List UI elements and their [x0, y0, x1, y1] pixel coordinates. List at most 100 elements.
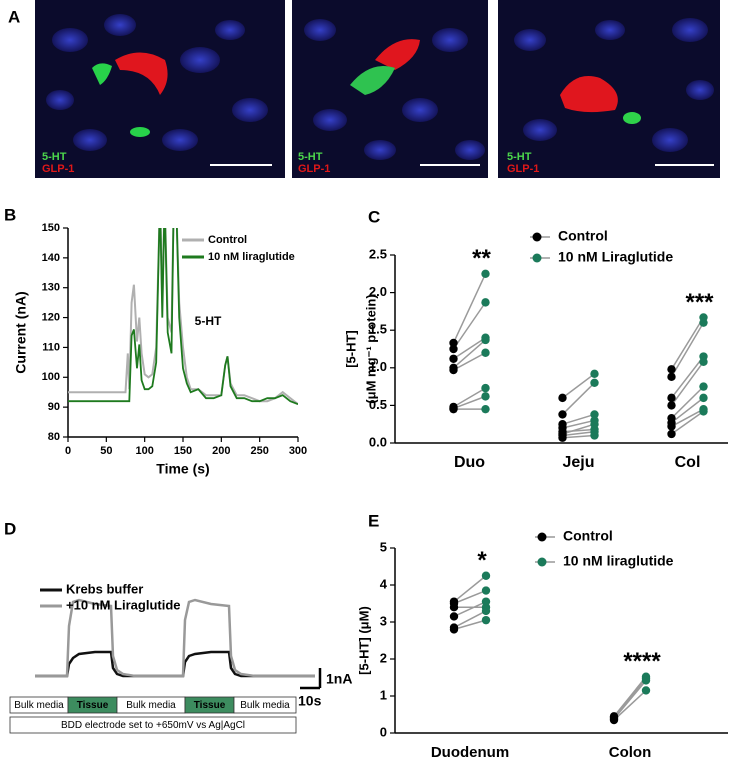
y-tick-label: 3: [380, 613, 387, 628]
dot: [590, 369, 599, 379]
pair-line: [670, 322, 705, 378]
pair-line: [453, 575, 487, 603]
dot: [449, 354, 458, 363]
pair-line: [671, 408, 704, 428]
pair-line: [453, 387, 486, 408]
y-axis-label: [5-HT] (μM): [356, 606, 371, 675]
legend-label: Control: [558, 228, 608, 244]
y-tick-label: 5: [380, 539, 387, 554]
legend-label: Control: [563, 528, 613, 544]
y-tick-label: 1: [380, 687, 387, 702]
y-tick-label: 1.5: [369, 322, 387, 337]
legend-label: 10 nM liraglutide: [208, 251, 295, 263]
significance: ***: [685, 289, 714, 316]
x-tick-label: 300: [289, 445, 307, 457]
image-label: GLP-1: [42, 163, 74, 175]
dot: [667, 429, 676, 439]
y-axis-label: Current (nA): [13, 291, 29, 373]
dot: [609, 715, 619, 725]
y-tick-label: 100: [42, 371, 60, 383]
dot: [481, 586, 491, 595]
dot: [699, 393, 708, 403]
image-label: 5-HT: [298, 151, 323, 163]
dot: [699, 357, 708, 366]
x-tick-label: 200: [212, 445, 230, 457]
panel-label: C: [368, 207, 380, 226]
y-tick-label: 0: [380, 724, 387, 739]
pair-line: [453, 589, 487, 605]
dot: [558, 410, 567, 419]
y-tick-label: 2.5: [369, 246, 387, 261]
legend-label: 10 nM Liraglutide: [558, 249, 673, 265]
plot-area: [68, 228, 298, 406]
dot: [667, 365, 676, 374]
y-tick-label: 80: [48, 431, 60, 443]
trace-line: [68, 228, 298, 406]
pair-line: [453, 352, 486, 371]
x-tick-label: Duo: [454, 454, 485, 471]
dot: [481, 348, 490, 357]
image-label: 5-HT: [42, 151, 67, 163]
legend-label: Krebs buffer: [66, 581, 143, 596]
pair-line: [670, 386, 705, 419]
trace-line: [35, 650, 315, 678]
pair-line: [562, 430, 595, 437]
significance: ****: [623, 648, 661, 675]
pair-line: [670, 356, 705, 399]
pair-line: [453, 610, 487, 629]
y-axis-label: [5-HT]: [343, 330, 358, 368]
dot: [590, 410, 599, 419]
pair-line: [452, 273, 487, 344]
scale-bar-label: 10s: [298, 693, 322, 709]
legend-swatch: [532, 253, 542, 263]
pair-line: [613, 677, 647, 718]
dot: [481, 615, 491, 625]
protocol-box: [9, 716, 297, 734]
dot: [449, 365, 458, 375]
y-tick-label: 1.0: [369, 359, 387, 374]
image-1: 5-HT GLP-1: [35, 0, 285, 178]
dot: [699, 318, 708, 327]
x-tick-label: Colon: [609, 744, 652, 761]
legend-swatch: [537, 532, 547, 542]
panel-label: A: [8, 7, 20, 26]
image-2: 5-HT GLP-1: [292, 0, 488, 178]
pair-line: [453, 600, 487, 618]
y-tick-label: 120: [42, 311, 60, 323]
dot: [481, 298, 490, 307]
dot: [481, 269, 490, 278]
dot: [558, 433, 567, 442]
protocol-label: Bulk media: [126, 700, 176, 711]
pair-line: [453, 337, 486, 360]
image-label: GLP-1: [298, 163, 330, 175]
dot: [641, 686, 651, 695]
y-tick-label: 110: [42, 341, 60, 353]
y-tick-label: 2.0: [369, 284, 387, 299]
y-tick-label: 90: [48, 401, 60, 413]
pair-line: [453, 619, 487, 631]
protocol-label: BDD electrode set to +650mV vs Ag|AgCl: [61, 720, 245, 731]
pair-line: [562, 373, 595, 399]
significance: **: [472, 245, 491, 272]
panel-label: E: [368, 511, 379, 530]
pair-line: [562, 423, 595, 435]
dot: [667, 422, 676, 431]
pair-line: [452, 301, 487, 350]
protocol-label: Tissue: [77, 700, 109, 711]
dot: [481, 383, 490, 393]
protocol-label: Bulk media: [240, 700, 290, 711]
pair-line: [561, 382, 596, 415]
y-tick-label: 140: [42, 252, 60, 264]
x-tick-label: 0: [65, 445, 71, 457]
dot: [481, 392, 490, 401]
protocol-box: [233, 696, 297, 714]
x-tick-label: 100: [135, 445, 153, 457]
image-label: 5-HT: [507, 151, 532, 163]
y-tick-label: 2: [380, 650, 387, 665]
pair-line: [670, 317, 705, 370]
dot: [667, 401, 676, 410]
peak-annotation: 5-HT: [195, 314, 222, 328]
x-tick-label: 50: [100, 445, 112, 457]
